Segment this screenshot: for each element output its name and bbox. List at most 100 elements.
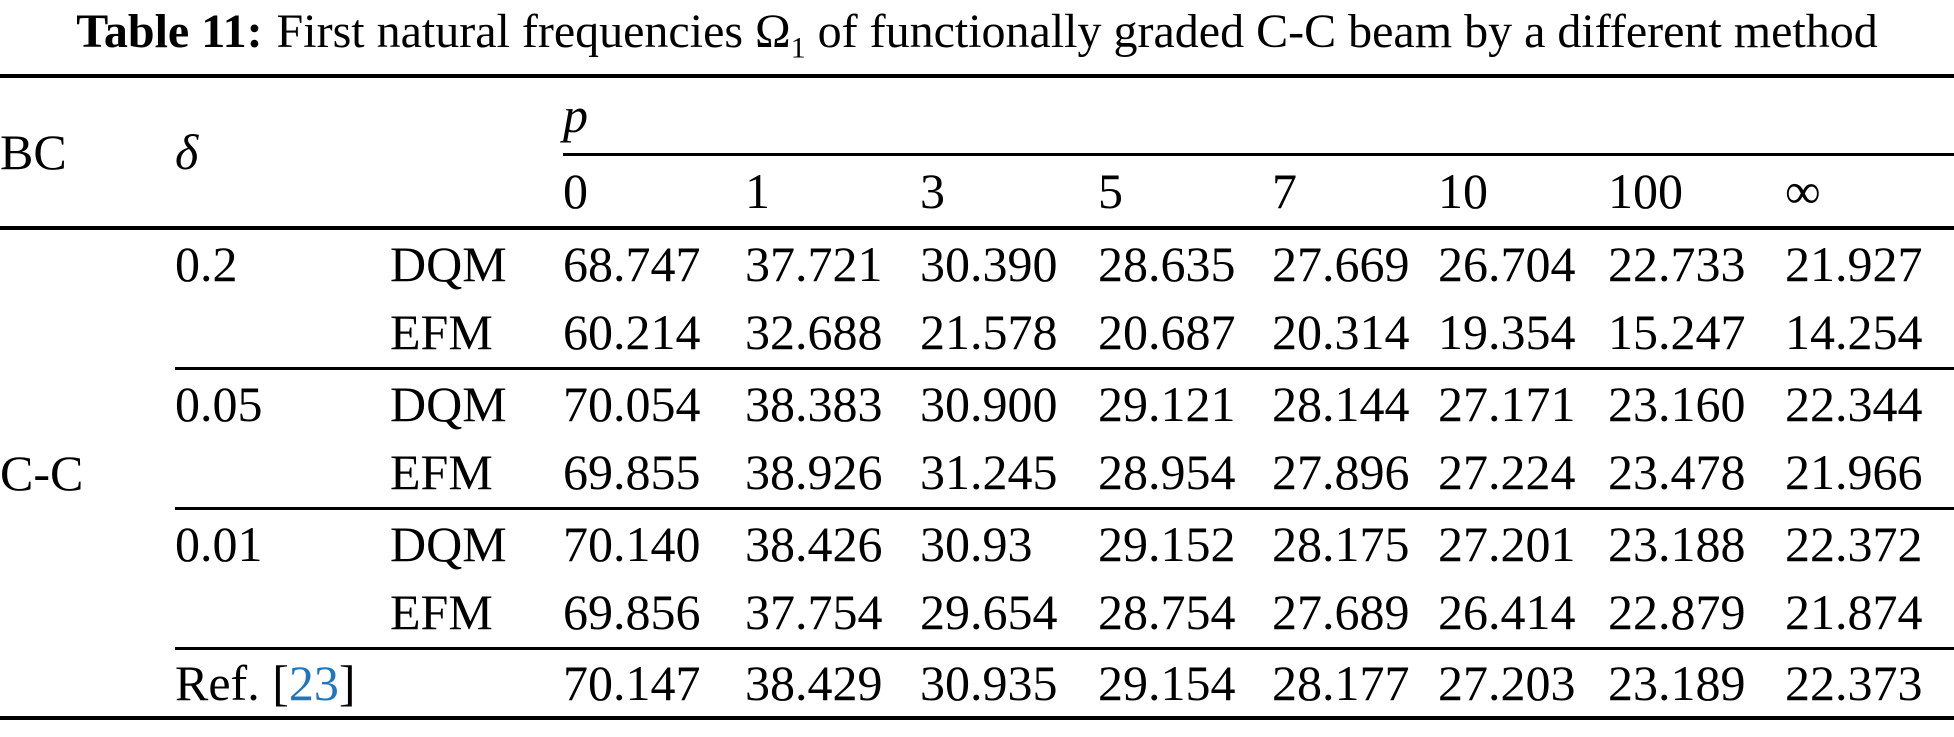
reference-text-before: Ref. [ [175,654,289,711]
value-cell: 14.254 [1785,298,1954,370]
reference-label: Ref. [23] [175,648,563,718]
value-cell: 70.054 [563,375,701,432]
value-cell: 28.754 [1098,578,1272,650]
p-column-header-0: 0 [563,154,745,230]
value-cell: 22.733 [1608,236,1746,292]
omega-symbol: Ω [755,5,791,58]
value-cell: 30.900 [920,375,1058,432]
table-row-reference: Ref. [23] 70.147 38.429 30.935 29.154 28… [0,648,1954,718]
value-cell: 30.935 [920,654,1058,711]
header-row-p-values: 0 1 3 5 7 10 100 ∞ [0,154,1954,230]
delta-value [175,578,390,650]
value-cell: 28.954 [1098,438,1272,510]
value-cell: 37.721 [745,236,883,292]
method-label: EFM [390,438,563,510]
value-cell: 22.879 [1608,578,1785,650]
value-cell: 32.688 [745,298,920,370]
value-cell: 38.426 [745,515,883,572]
value-cell: 27.669 [1272,236,1410,292]
value-cell: 22.344 [1785,375,1923,432]
citation-link[interactable]: 23 [288,654,339,711]
value-cell: 38.429 [745,654,883,711]
p-column-header-5: 5 [1098,154,1272,230]
value-cell: 30.93 [920,515,1033,572]
method-label: DQM [390,375,507,432]
value-cell: 23.188 [1608,515,1746,572]
value-cell: 70.147 [563,654,701,711]
column-header-bc: BC [0,76,175,230]
method-label: DQM [390,236,507,292]
value-cell: 27.201 [1438,515,1576,572]
value-cell: 27.896 [1272,438,1438,510]
value-cell: 21.874 [1785,578,1954,650]
table-caption-text-before: First natural frequencies [276,5,756,58]
p-column-header-7: 7 [1272,154,1438,230]
column-header-method [390,76,563,230]
value-cell: 28.635 [1098,236,1236,292]
table-row: EFM 60.214 32.688 21.578 20.687 20.314 1… [0,298,1954,370]
p-column-header-1: 1 [745,154,920,230]
value-cell: 27.171 [1438,375,1576,432]
table-row: 0.01 DQM 70.140 38.426 30.93 29.152 28.1… [0,508,1954,578]
value-cell: 27.224 [1438,438,1608,510]
method-label: EFM [390,298,563,370]
p-column-header-100: 100 [1608,154,1785,230]
table-row: EFM 69.855 38.926 31.245 28.954 27.896 2… [0,438,1954,510]
value-cell: 21.927 [1785,236,1923,292]
value-cell: 31.245 [920,438,1098,510]
column-header-delta: δ [175,76,390,230]
value-cell: 60.214 [563,298,745,370]
value-cell: 68.747 [563,236,701,292]
method-label: EFM [390,578,563,650]
value-cell: 69.856 [563,578,745,650]
header-row-spanner: BC δ p [0,76,1954,230]
value-cell: 70.140 [563,515,701,572]
value-cell: 69.855 [563,438,745,510]
p-column-header-inf: ∞ [1785,154,1954,230]
table-caption-label: Table 11: [76,5,263,58]
value-cell: 27.689 [1272,578,1438,650]
value-cell: 38.926 [745,438,920,510]
p-column-header-10: 10 [1438,154,1608,230]
value-cell: 20.687 [1098,298,1272,370]
value-cell: 15.247 [1608,298,1785,370]
value-cell: 27.203 [1438,654,1576,711]
delta-value: 0.2 [175,236,238,292]
value-cell: 23.478 [1608,438,1785,510]
reference-text-after: ] [338,654,356,711]
delta-value: 0.01 [175,515,263,572]
value-cell: 28.177 [1272,654,1410,711]
value-cell: 23.189 [1608,654,1746,711]
table-caption: Table 11: First natural frequencies Ω1 of… [0,0,1954,74]
frequencies-table: BC δ p 0 1 3 5 7 10 100 ∞ C-C 0.2 DQM 68… [0,74,1954,720]
value-cell: 26.414 [1438,578,1608,650]
delta-value [175,438,390,510]
value-cell: 19.354 [1438,298,1608,370]
value-cell: 23.160 [1608,375,1746,432]
table-caption-text-after: of functionally graded C-C beam by a dif… [805,5,1878,58]
omega-subscript: 1 [790,31,806,65]
delta-value [175,298,390,370]
value-cell: 28.175 [1272,515,1410,572]
value-cell: 38.383 [745,375,883,432]
table-row: C-C 0.2 DQM 68.747 37.721 30.390 28.635 … [0,228,1954,501]
value-cell: 37.754 [745,578,920,650]
table-row: 0.05 DQM 70.054 38.383 30.900 29.121 28.… [0,368,1954,438]
value-cell: 29.121 [1098,375,1236,432]
method-label: DQM [390,515,507,572]
value-cell: 26.704 [1438,236,1576,292]
value-cell: 20.314 [1272,298,1438,370]
value-cell: 22.373 [1785,654,1923,711]
column-spanner-p: p [563,76,1954,156]
value-cell: 29.154 [1098,654,1236,711]
value-cell: 29.152 [1098,515,1236,572]
value-cell: 21.578 [920,298,1098,370]
value-cell: 29.654 [920,578,1098,650]
value-cell: 22.372 [1785,515,1923,572]
bc-value: C-C [0,445,84,501]
p-column-header-3: 3 [920,154,1098,230]
value-cell: 21.966 [1785,438,1954,510]
delta-value: 0.05 [175,375,263,432]
value-cell: 28.144 [1272,375,1410,432]
